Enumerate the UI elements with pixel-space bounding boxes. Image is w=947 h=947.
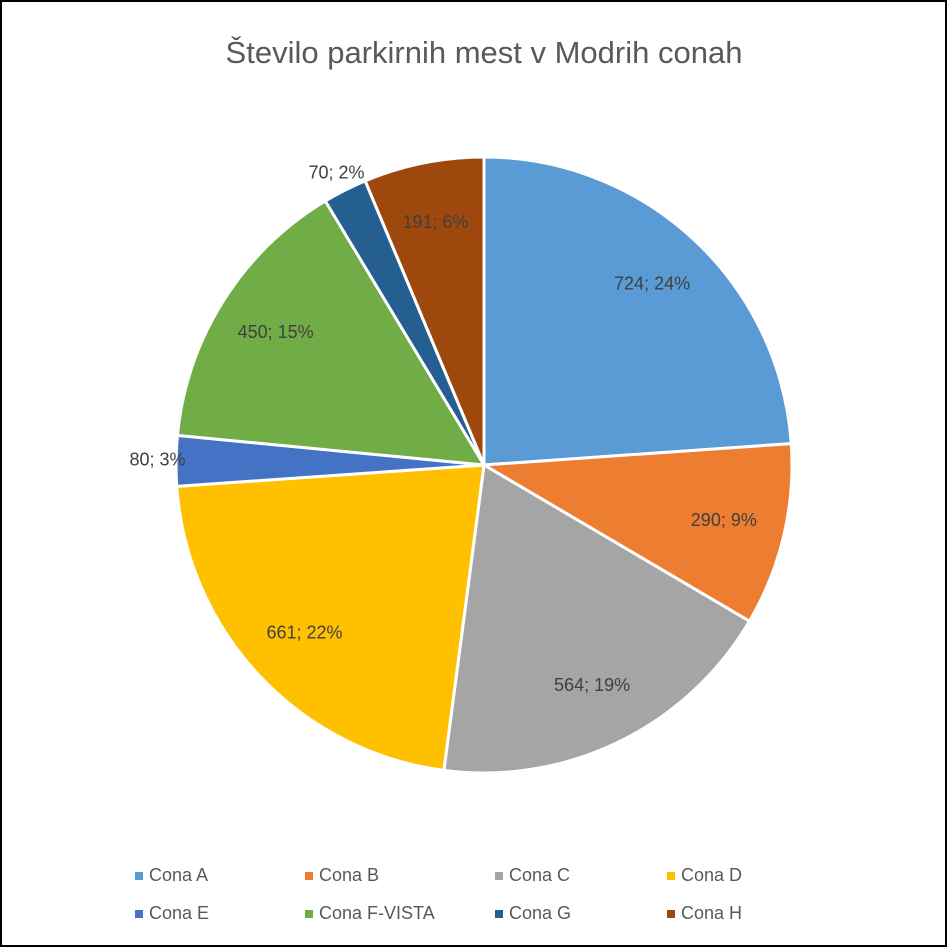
data-label: 290; 9%: [691, 510, 757, 530]
legend-swatch: [305, 910, 313, 918]
legend-swatch: [667, 910, 675, 918]
data-label: 724; 24%: [614, 274, 690, 294]
pie-slice: [482, 155, 793, 467]
pie-slice: [479, 442, 794, 624]
legend-label: Cona E: [149, 903, 209, 923]
legend-swatch: [667, 872, 675, 880]
legend-swatch: [135, 910, 143, 918]
legend-label: Cona C: [509, 865, 570, 885]
pie-slice: [363, 155, 486, 466]
pie-slice: [175, 463, 486, 773]
legend-label: Cona G: [509, 903, 571, 923]
legend-swatch: [495, 872, 503, 880]
data-label: 661; 22%: [266, 623, 342, 643]
data-label: 70; 2%: [309, 162, 365, 182]
legend-label: Cona F-VISTA: [319, 903, 435, 923]
legend-label: Cona H: [681, 903, 742, 923]
legend-swatch: [305, 872, 313, 880]
legend-label: Cona B: [319, 865, 379, 885]
data-label: 564; 19%: [554, 675, 630, 695]
legend-label: Cona A: [149, 865, 208, 885]
legend-label: Cona D: [681, 865, 742, 885]
pie-slice: [442, 462, 752, 775]
chart-title: Število parkirnih mest v Modrih conah: [226, 35, 743, 70]
pie-slice: [175, 198, 487, 467]
legend-swatch: [135, 872, 143, 880]
data-label: 191; 6%: [402, 212, 468, 232]
data-label: 80; 3%: [130, 449, 186, 469]
data-label: 450; 15%: [238, 322, 314, 342]
legend-swatch: [495, 910, 503, 918]
